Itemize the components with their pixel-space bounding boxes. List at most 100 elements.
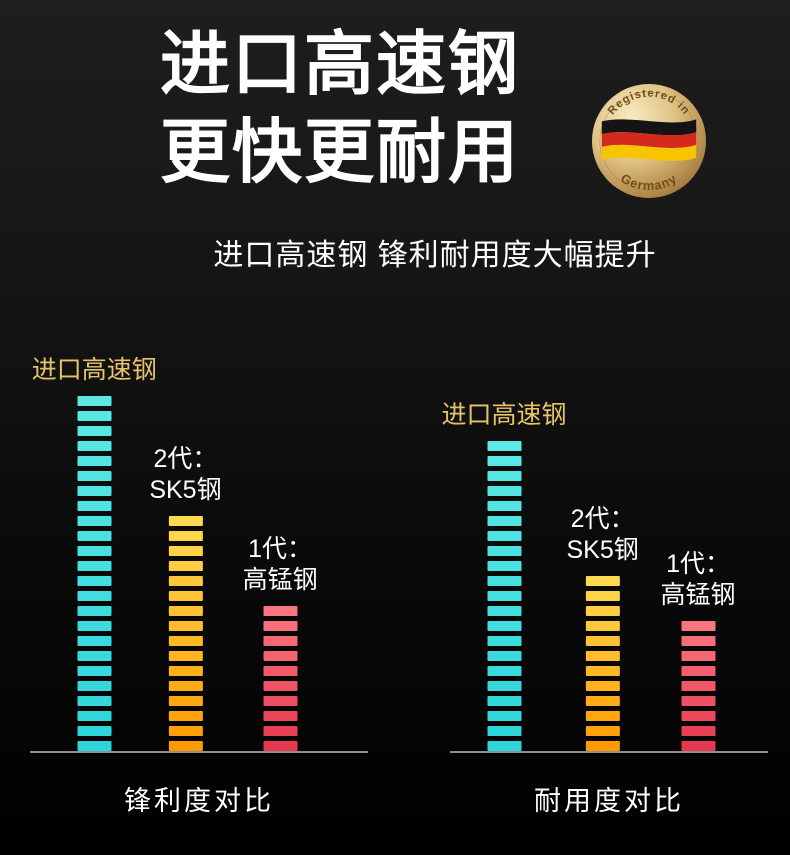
header: 进口高速钢 更快更耐用 Registered in [0, 0, 790, 199]
bar-segment [681, 636, 716, 647]
bar-segment [77, 726, 112, 737]
bar-segment [77, 576, 112, 587]
bar-segment [77, 501, 112, 512]
bar-segment [487, 606, 522, 617]
bar-segment [77, 546, 112, 557]
badge-inner-ring [599, 91, 699, 191]
bar-segment [263, 696, 298, 707]
bar-segment [585, 711, 620, 722]
bar-segment [487, 636, 522, 647]
bar-segment [168, 726, 203, 737]
bar-segment [77, 741, 112, 752]
bar-segment [77, 471, 112, 482]
subtitle: 进口高速钢 锋利耐用度大幅提升 [213, 239, 657, 273]
chart-durability: 进口高速钢 2代： SK5钢 1代： 高锰钢 耐用度对比 [442, 359, 768, 818]
bar-segment [487, 681, 522, 692]
bar-segment [681, 696, 716, 707]
bar-segment [263, 726, 298, 737]
chart-sharpness: 进口高速钢 2代： SK5钢 1代： 高锰钢 锋利度对比 [30, 356, 368, 818]
bar-segment [263, 741, 298, 752]
bar-segment [168, 651, 203, 662]
bar-segment [487, 546, 522, 557]
bar-segment [168, 531, 203, 542]
bar-segment [585, 651, 620, 662]
sharpness-plot-area: 进口高速钢 2代： SK5钢 1代： 高锰钢 [30, 356, 368, 754]
bar-segment [681, 711, 716, 722]
bar-segment [168, 711, 203, 722]
bar-label: 进口高速钢 [441, 401, 567, 430]
segmented-bar [168, 516, 203, 752]
durability-plot-area: 进口高速钢 2代： SK5钢 1代： 高锰钢 [442, 359, 768, 754]
bar-segment [585, 696, 620, 707]
bar-segment [77, 516, 112, 527]
bar-segment [77, 606, 112, 617]
bar-segment [77, 486, 112, 497]
bar-segment [585, 741, 620, 752]
bar-segment [168, 666, 203, 677]
bar-segment [77, 711, 112, 722]
bar-segment [487, 516, 522, 527]
charts-section: 进口高速钢 2代： SK5钢 1代： 高锰钢 锋利度对比 进口高速钢 2代： SK5钢 1代：… [0, 356, 790, 818]
bar-label: 2代： SK5钢 [149, 444, 222, 505]
bar-column-0: 进口高速钢 [32, 355, 157, 752]
segmented-bar [681, 621, 716, 752]
german-flag-icon [601, 119, 697, 161]
bar-segment [263, 621, 298, 632]
bar-segment [77, 636, 112, 647]
bar-segment [585, 726, 620, 737]
bar-column-2: 1代： 高锰钢 [243, 534, 318, 752]
bar-segment [487, 621, 522, 632]
bar-segment [487, 726, 522, 737]
bar-segment [263, 636, 298, 647]
bar-segment [77, 696, 112, 707]
bar-label: 2代： SK5钢 [566, 504, 639, 565]
bar-segment [487, 576, 522, 587]
bar-segment [487, 441, 522, 452]
segmented-bar [263, 606, 298, 752]
bar-segment [263, 711, 298, 722]
bar-column-2: 1代： 高锰钢 [661, 549, 736, 752]
flag-stripe-red [601, 132, 697, 149]
bar-segment [168, 576, 203, 587]
bar-segment [77, 591, 112, 602]
bar-segment [681, 621, 716, 632]
bar-segment [585, 621, 620, 632]
bar-segment [487, 591, 522, 602]
bar-segment [77, 531, 112, 542]
bar-column-1: 2代： SK5钢 [149, 444, 222, 752]
page-title-line1: 进口高速钢 [160, 25, 520, 103]
flag-stripe-black [601, 119, 697, 136]
bar-segment [681, 681, 716, 692]
segmented-bar [585, 576, 620, 752]
bar-segment [168, 696, 203, 707]
bar-segment [681, 741, 716, 752]
bar-label: 1代： 高锰钢 [660, 549, 736, 610]
badge-svg: Registered in Germany [591, 83, 707, 199]
bar-segment [487, 666, 522, 677]
bar-segment [168, 546, 203, 557]
bar-segment [263, 681, 298, 692]
bar-segment [487, 741, 522, 752]
bar-segment [487, 471, 522, 482]
bar-segment [487, 486, 522, 497]
bar-segment [263, 666, 298, 677]
bar-segment [77, 561, 112, 572]
bar-segment [487, 501, 522, 512]
bar-segment [168, 516, 203, 527]
bar-segment [585, 606, 620, 617]
bar-segment [77, 456, 112, 467]
bar-segment [77, 651, 112, 662]
bar-segment [168, 606, 203, 617]
sharpness-caption: 锋利度对比 [124, 786, 274, 817]
bar-segment [487, 711, 522, 722]
bar-segment [168, 681, 203, 692]
segmented-bar [487, 441, 522, 752]
durability-caption: 耐用度对比 [534, 786, 684, 817]
bar-segment [681, 666, 716, 677]
bar-segment [487, 651, 522, 662]
bar-label: 1代： 高锰钢 [242, 534, 318, 595]
bar-segment [487, 696, 522, 707]
badge-arc-bottom-text: Germany [618, 170, 679, 193]
flag-stripe-gold [601, 144, 697, 161]
bar-segment [487, 456, 522, 467]
